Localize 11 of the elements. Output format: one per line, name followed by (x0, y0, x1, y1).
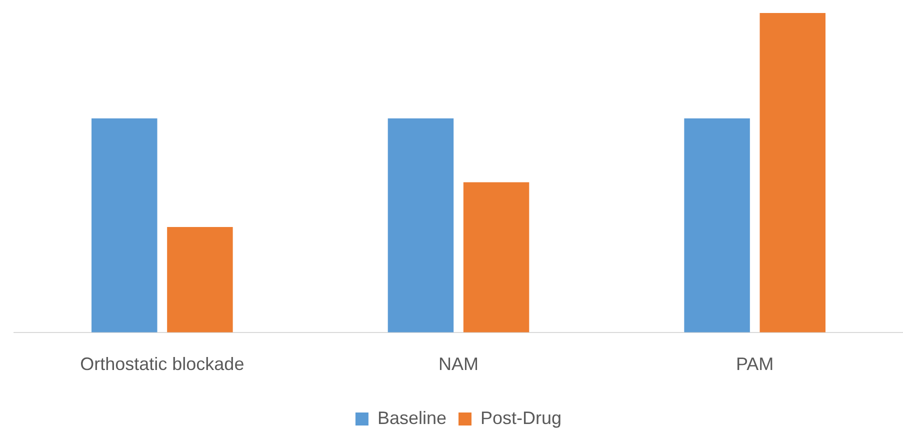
bar (167, 227, 233, 332)
x-tick-label: PAM (736, 354, 774, 374)
bar (760, 13, 826, 332)
bar (463, 182, 530, 332)
legend-label: Baseline (377, 408, 447, 428)
x-tick-label: Orthostatic blockade (80, 354, 244, 374)
legend-label: Post-Drug (480, 408, 562, 428)
bar (92, 118, 158, 332)
bar (388, 118, 454, 332)
bar (684, 118, 750, 332)
x-tick-label: NAM (438, 354, 478, 374)
